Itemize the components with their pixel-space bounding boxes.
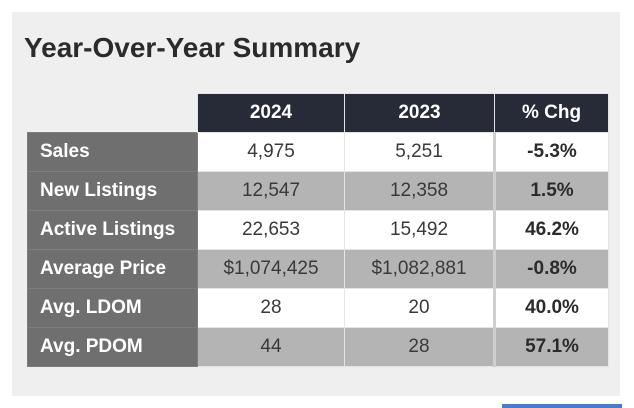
row-label: Avg. LDOM — [27, 288, 198, 328]
value-2023: $1,082,881 — [344, 249, 495, 289]
value-2023: 28 — [344, 327, 495, 367]
header-blank-cell — [28, 94, 198, 133]
row-label: Active Listings — [27, 210, 198, 250]
value-2024: 44 — [197, 327, 345, 367]
header-2023: 2023 — [344, 93, 495, 133]
table-row: Avg. PDOM 44 28 57.1% — [27, 327, 609, 367]
value-pct-change: -0.8% — [493, 249, 609, 289]
value-pct-change: 1.5% — [493, 171, 609, 211]
value-2023: 12,358 — [344, 171, 495, 211]
value-pct-change: 46.2% — [493, 210, 609, 250]
row-label: Avg. PDOM — [27, 327, 198, 367]
table-row: Sales 4,975 5,251 -5.3% — [27, 132, 609, 172]
value-pct-change: 57.1% — [493, 327, 609, 367]
summary-table: 2024 2023 % Chg Sales 4,975 5,251 -5.3% … — [27, 93, 609, 367]
value-2023: 15,492 — [344, 210, 495, 250]
row-label: New Listings — [27, 171, 198, 211]
row-label: Sales — [27, 132, 198, 172]
row-label: Average Price — [27, 249, 198, 289]
table-row: Avg. LDOM 28 20 40.0% — [27, 288, 609, 328]
value-2024: 12,547 — [197, 171, 345, 211]
page-title: Year-Over-Year Summary — [24, 32, 361, 63]
table-row: New Listings 12,547 12,358 1.5% — [27, 171, 609, 211]
header-2024: 2024 — [197, 93, 345, 133]
table-row: Active Listings 22,653 15,492 46.2% — [27, 210, 609, 250]
value-pct-change: 40.0% — [493, 288, 609, 328]
value-2024: 22,653 — [197, 210, 345, 250]
header-row: 2024 2023 % Chg — [28, 93, 609, 133]
summary-card: Year-Over-Year Summary 2024 2023 % Chg S… — [12, 12, 620, 396]
value-2024: $1,074,425 — [197, 249, 345, 289]
value-2023: 20 — [344, 288, 495, 328]
header-pct-change: % Chg — [494, 93, 609, 133]
accent-bar — [502, 404, 622, 408]
value-2023: 5,251 — [344, 132, 495, 172]
value-2024: 4,975 — [197, 132, 345, 172]
value-pct-change: -5.3% — [493, 132, 609, 172]
table-row: Average Price $1,074,425 $1,082,881 -0.8… — [27, 249, 609, 289]
value-2024: 28 — [197, 288, 345, 328]
